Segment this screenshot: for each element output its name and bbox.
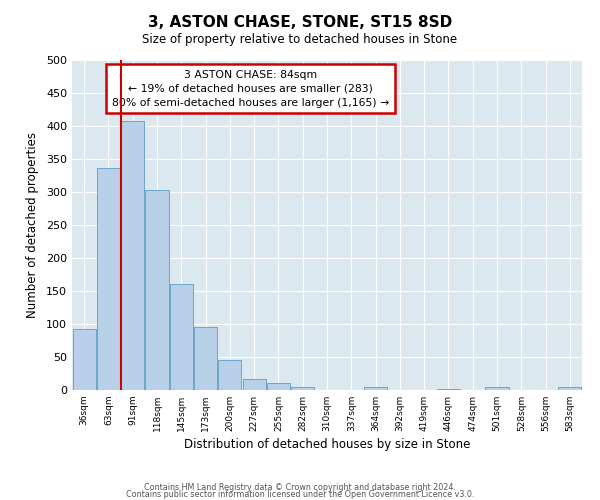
Bar (218, 360, 241, 390)
Bar (242, 379, 266, 390)
Bar (267, 384, 290, 390)
Bar (364, 386, 387, 390)
Text: Contains HM Land Registry data © Crown copyright and database right 2024.: Contains HM Land Registry data © Crown c… (144, 484, 456, 492)
Bar (559, 386, 581, 390)
Bar (121, 122, 144, 390)
Text: Size of property relative to detached houses in Stone: Size of property relative to detached ho… (142, 32, 458, 46)
Bar (194, 328, 217, 390)
X-axis label: Distribution of detached houses by size in Stone: Distribution of detached houses by size … (184, 438, 470, 451)
Bar (437, 388, 460, 390)
Bar (145, 190, 169, 390)
Text: 3, ASTON CHASE, STONE, ST15 8SD: 3, ASTON CHASE, STONE, ST15 8SD (148, 15, 452, 30)
Text: 3 ASTON CHASE: 84sqm
← 19% of detached houses are smaller (283)
80% of semi-deta: 3 ASTON CHASE: 84sqm ← 19% of detached h… (112, 70, 389, 108)
Text: Contains public sector information licensed under the Open Government Licence v3: Contains public sector information licen… (126, 490, 474, 499)
Bar (97, 168, 120, 390)
Y-axis label: Number of detached properties: Number of detached properties (26, 132, 39, 318)
Bar (485, 386, 509, 390)
Bar (291, 386, 314, 390)
Bar (170, 284, 193, 390)
Bar (73, 328, 95, 390)
